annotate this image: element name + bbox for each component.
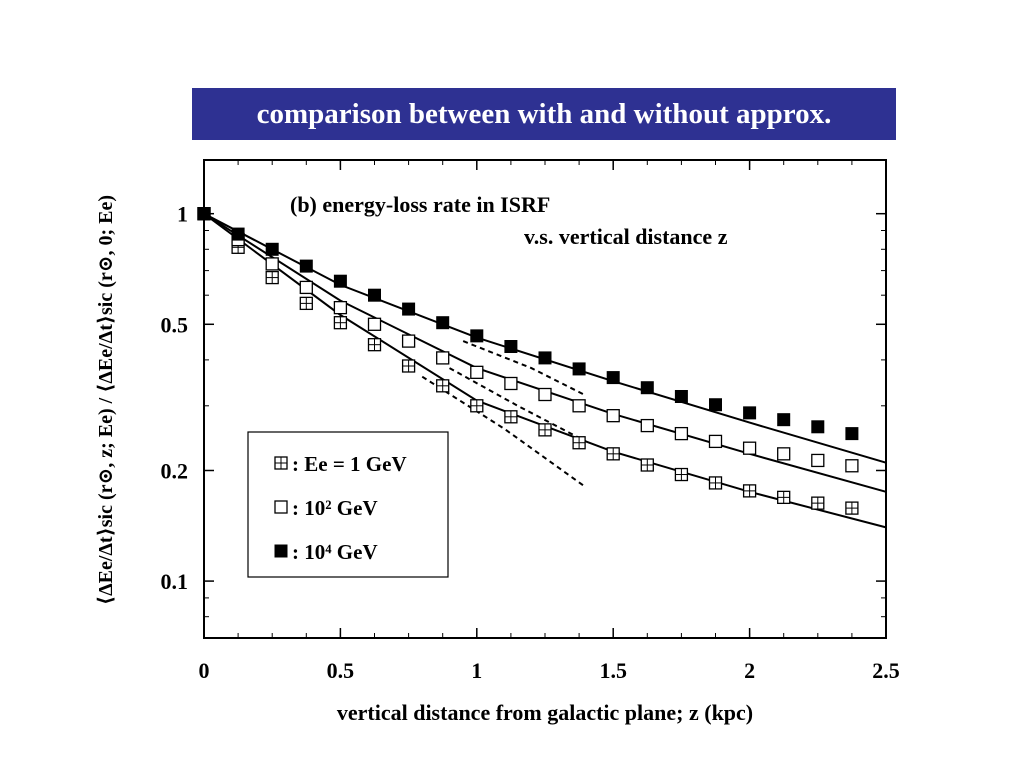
legend-marker [274, 544, 288, 558]
data-point [640, 381, 654, 395]
data-point [572, 399, 586, 413]
data-point [401, 359, 416, 373]
data-point [743, 406, 757, 420]
data-point [777, 413, 791, 427]
x-tick-label: 1 [471, 658, 482, 683]
data-point [265, 270, 279, 285]
data-point [708, 476, 723, 490]
data-point [606, 409, 620, 423]
data-point [777, 490, 791, 505]
data-point [708, 434, 723, 449]
x-axis-label: vertical distance from galactic plane; z… [337, 700, 753, 725]
data-point [299, 280, 313, 295]
data-point [299, 259, 313, 273]
data-point [538, 387, 552, 402]
data-point [504, 340, 518, 354]
data-point [299, 296, 313, 311]
data-point [709, 398, 722, 412]
x-tick-label: 0 [199, 658, 210, 683]
data-point [674, 389, 688, 403]
data-point [231, 227, 245, 241]
x-tick-label: 2.5 [872, 658, 900, 683]
y-tick-label: 1 [177, 202, 188, 227]
data-point [606, 371, 620, 385]
legend-marker [274, 456, 288, 470]
data-point [811, 496, 825, 510]
data-point [640, 458, 654, 472]
data-point [333, 300, 348, 315]
data-point [742, 441, 757, 455]
legend-label: : 10⁴ GeV [292, 540, 378, 564]
data-point [674, 467, 689, 482]
data-point [368, 288, 381, 302]
data-point [606, 447, 620, 461]
data-point [674, 426, 689, 441]
y-axis-label: ⟨ΔEe/Δt⟩sic (r⊙, z; Ee) / ⟨ΔEe/Δt⟩sic (r… [95, 195, 117, 605]
data-point [367, 338, 382, 352]
data-point [777, 447, 791, 461]
data-point [436, 316, 450, 330]
data-points [197, 207, 859, 515]
data-point [811, 420, 825, 434]
y-axis: 0.1 0.2 0.5 1 [161, 202, 886, 618]
data-point [197, 207, 211, 221]
data-point [436, 351, 450, 365]
data-point [436, 379, 450, 393]
legend: : Ee = 1 GeV : 10² GeV : 10⁴ GeV [247, 431, 449, 578]
data-point [470, 365, 484, 379]
data-point [538, 351, 552, 365]
data-point [640, 418, 654, 433]
y-tick-label: 0.1 [161, 569, 189, 594]
y-tick-label: 0.2 [161, 458, 189, 483]
data-point [504, 376, 518, 391]
data-point [845, 501, 859, 515]
legend-marker [274, 500, 288, 514]
data-point [333, 316, 348, 330]
chart-subtitle: v.s. vertical distance z [524, 224, 728, 249]
data-point [402, 302, 416, 316]
data-point [572, 436, 586, 450]
approx-dashed-line [421, 375, 587, 489]
data-point [572, 362, 586, 376]
chart-title: (b) energy-loss rate in ISRF [290, 192, 550, 217]
data-point [845, 459, 859, 473]
legend-label: : 10² GeV [292, 496, 378, 520]
approx-dashed-line [449, 367, 587, 443]
banner-title: comparison between with and without appr… [192, 88, 896, 140]
y-tick-label: 0.5 [161, 312, 189, 337]
data-point [367, 317, 382, 331]
data-point [845, 427, 859, 441]
legend-label: : Ee = 1 GeV [292, 452, 407, 476]
data-point [333, 274, 347, 288]
data-point [470, 329, 484, 343]
x-tick-label: 2 [744, 658, 755, 683]
approx-dashed-line [462, 340, 587, 397]
data-point [470, 399, 484, 413]
data-point [265, 242, 279, 256]
x-tick-label: 1.5 [599, 658, 627, 683]
data-point [265, 257, 279, 271]
data-point [538, 423, 552, 437]
x-axis: 0 0.5 1 1.5 2 2.5 [199, 160, 900, 683]
data-point [401, 334, 416, 348]
data-point [742, 484, 757, 498]
data-point [504, 410, 518, 424]
x-tick-label: 0.5 [327, 658, 355, 683]
data-point [811, 453, 825, 468]
